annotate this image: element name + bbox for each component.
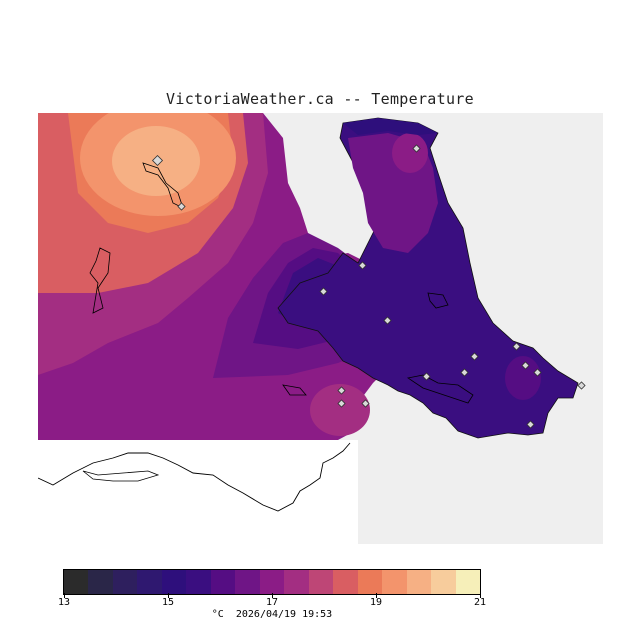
color-bar [63,569,481,595]
legend-footer: °C 2026/04/19 19:53 [0,609,544,620]
legend-tick [64,593,65,598]
legend-swatch [431,570,456,594]
temp-zone-north-spot [392,133,428,173]
station-marker [470,352,479,361]
temperature-map[interactable] [38,113,603,544]
timestamp: 2026/04/19 19:53 [235,609,333,620]
temp-zone-south-warm [310,384,370,436]
legend-tick-label: 17 [265,597,279,608]
legend-tick [272,593,273,598]
legend-tick [376,593,377,598]
legend-swatch [88,570,113,594]
legend-swatch [112,570,138,594]
station-marker [337,399,346,408]
legend-tick-label: 19 [369,597,383,608]
legend-swatch [137,570,162,594]
coastline-island-west [89,247,111,314]
legend-swatch [308,570,334,594]
legend-swatch [284,570,309,594]
coastline-island-small [282,384,307,396]
legend-tick [480,593,481,598]
legend-tick [168,593,169,598]
legend-swatch [455,570,480,594]
station-marker [526,420,535,429]
legend-tick-label: 13 [57,597,71,608]
legend-swatch [382,570,407,594]
legend-tick-label: 21 [473,597,487,608]
unit-label: °C [211,609,224,620]
temp-zone-north-cold [343,118,438,135]
legend-swatch [333,570,358,594]
station-marker [521,361,530,370]
station-marker [460,368,469,377]
station-marker [577,381,586,390]
coastline-inlet [406,374,474,404]
station-marker [422,372,431,381]
legend-swatch [64,570,89,594]
legend-swatch [210,570,236,594]
coastline-island-north [142,162,184,209]
color-legend: 13 15 17 19 21 [58,569,486,608]
legend-swatch [235,570,260,594]
station-marker [358,261,367,270]
legend-swatch [406,570,432,594]
landmass-east [277,117,579,439]
station-marker [319,287,328,296]
temp-zone-east-spot [505,356,541,400]
legend-swatch [259,570,285,594]
chart-title: VictoriaWeather.ca -- Temperature [166,90,474,108]
station-marker [177,202,186,211]
coastline-south [38,442,351,512]
station-markers [151,144,586,429]
legend-tick-label: 15 [161,597,175,608]
legend-swatch [161,570,187,594]
coastline-island-lake [427,292,449,309]
coastline-south-island [82,470,160,482]
station-marker [512,342,521,351]
station-marker [337,386,346,395]
station-marker [361,399,370,408]
station-marker [533,368,542,377]
legend-swatch [186,570,211,594]
no-data-region [38,440,358,544]
station-marker [383,316,392,325]
station-marker [412,144,421,153]
station-marker [151,154,164,167]
legend-swatch [357,570,383,594]
